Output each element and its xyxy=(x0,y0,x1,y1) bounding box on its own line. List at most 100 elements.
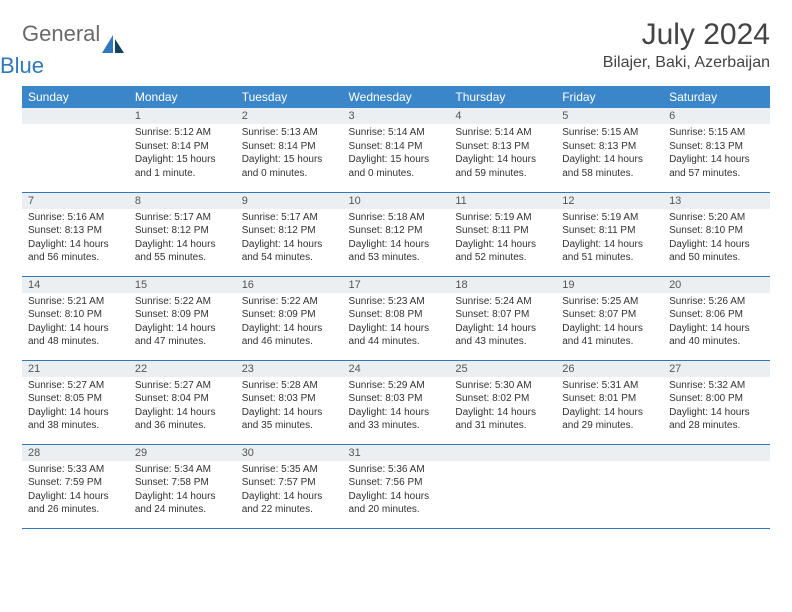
day-number: 1 xyxy=(129,108,236,124)
day-number: 29 xyxy=(129,445,236,461)
cell-line-sr: Sunrise: 5:27 AM xyxy=(28,379,123,393)
cell-line-ss: Sunset: 8:13 PM xyxy=(28,224,123,238)
day-header: Monday xyxy=(129,86,236,108)
cell-line-d1: Daylight: 14 hours xyxy=(349,238,444,252)
cell-line-sr: Sunrise: 5:36 AM xyxy=(349,463,444,477)
cell-line-ss: Sunset: 8:11 PM xyxy=(562,224,657,238)
cell-body: Sunrise: 5:36 AMSunset: 7:56 PMDaylight:… xyxy=(343,461,450,521)
cell-body: Sunrise: 5:32 AMSunset: 8:00 PMDaylight:… xyxy=(663,377,770,437)
brand-word-2: Blue xyxy=(0,56,44,76)
cell-line-sr: Sunrise: 5:15 AM xyxy=(669,126,764,140)
calendar-cell xyxy=(556,444,663,528)
calendar-cell: 14Sunrise: 5:21 AMSunset: 8:10 PMDayligh… xyxy=(22,276,129,360)
cell-body: Sunrise: 5:15 AMSunset: 8:13 PMDaylight:… xyxy=(556,124,663,184)
cell-line-ss: Sunset: 8:13 PM xyxy=(455,140,550,154)
calendar-cell xyxy=(449,444,556,528)
calendar-cell: 9Sunrise: 5:17 AMSunset: 8:12 PMDaylight… xyxy=(236,192,343,276)
cell-line-sr: Sunrise: 5:34 AM xyxy=(135,463,230,477)
calendar-cell: 21Sunrise: 5:27 AMSunset: 8:05 PMDayligh… xyxy=(22,360,129,444)
cell-body: Sunrise: 5:27 AMSunset: 8:05 PMDaylight:… xyxy=(22,377,129,437)
calendar-cell: 11Sunrise: 5:19 AMSunset: 8:11 PMDayligh… xyxy=(449,192,556,276)
cell-line-d2: and 33 minutes. xyxy=(349,419,444,433)
cell-body: Sunrise: 5:22 AMSunset: 8:09 PMDaylight:… xyxy=(129,293,236,353)
cell-body: Sunrise: 5:29 AMSunset: 8:03 PMDaylight:… xyxy=(343,377,450,437)
calendar-cell: 18Sunrise: 5:24 AMSunset: 8:07 PMDayligh… xyxy=(449,276,556,360)
cell-body: Sunrise: 5:22 AMSunset: 8:09 PMDaylight:… xyxy=(236,293,343,353)
day-number xyxy=(22,108,129,124)
cell-line-sr: Sunrise: 5:14 AM xyxy=(349,126,444,140)
cell-line-sr: Sunrise: 5:15 AM xyxy=(562,126,657,140)
cell-line-sr: Sunrise: 5:17 AM xyxy=(135,211,230,225)
cell-body: Sunrise: 5:34 AMSunset: 7:58 PMDaylight:… xyxy=(129,461,236,521)
cell-line-ss: Sunset: 8:00 PM xyxy=(669,392,764,406)
cell-line-ss: Sunset: 8:05 PM xyxy=(28,392,123,406)
cell-body: Sunrise: 5:21 AMSunset: 8:10 PMDaylight:… xyxy=(22,293,129,353)
day-number: 15 xyxy=(129,277,236,293)
day-header: Friday xyxy=(556,86,663,108)
cell-line-d2: and 24 minutes. xyxy=(135,503,230,517)
cell-line-d1: Daylight: 15 hours xyxy=(242,153,337,167)
cell-line-sr: Sunrise: 5:24 AM xyxy=(455,295,550,309)
cell-line-d2: and 20 minutes. xyxy=(349,503,444,517)
cell-line-d1: Daylight: 14 hours xyxy=(242,322,337,336)
cell-line-sr: Sunrise: 5:35 AM xyxy=(242,463,337,477)
cell-line-d2: and 0 minutes. xyxy=(349,167,444,181)
cell-body: Sunrise: 5:28 AMSunset: 8:03 PMDaylight:… xyxy=(236,377,343,437)
calendar-week: 1Sunrise: 5:12 AMSunset: 8:14 PMDaylight… xyxy=(22,108,770,192)
month-title: July 2024 xyxy=(603,18,770,52)
calendar-table: SundayMondayTuesdayWednesdayThursdayFrid… xyxy=(22,86,770,529)
cell-line-d2: and 56 minutes. xyxy=(28,251,123,265)
cell-line-ss: Sunset: 8:08 PM xyxy=(349,308,444,322)
cell-line-sr: Sunrise: 5:18 AM xyxy=(349,211,444,225)
cell-line-ss: Sunset: 8:10 PM xyxy=(28,308,123,322)
calendar-cell xyxy=(22,108,129,192)
cell-body: Sunrise: 5:12 AMSunset: 8:14 PMDaylight:… xyxy=(129,124,236,184)
cell-line-ss: Sunset: 8:13 PM xyxy=(562,140,657,154)
calendar-cell: 25Sunrise: 5:30 AMSunset: 8:02 PMDayligh… xyxy=(449,360,556,444)
cell-line-d1: Daylight: 14 hours xyxy=(562,406,657,420)
day-number: 9 xyxy=(236,193,343,209)
day-number: 28 xyxy=(22,445,129,461)
day-number: 13 xyxy=(663,193,770,209)
cell-line-ss: Sunset: 7:58 PM xyxy=(135,476,230,490)
cell-line-d1: Daylight: 14 hours xyxy=(669,153,764,167)
day-number: 16 xyxy=(236,277,343,293)
header: General Blue July 2024 Bilajer, Baki, Az… xyxy=(22,18,770,72)
cell-line-d2: and 58 minutes. xyxy=(562,167,657,181)
cell-line-sr: Sunrise: 5:26 AM xyxy=(669,295,764,309)
cell-line-d1: Daylight: 14 hours xyxy=(28,490,123,504)
cell-line-sr: Sunrise: 5:16 AM xyxy=(28,211,123,225)
calendar-cell: 24Sunrise: 5:29 AMSunset: 8:03 PMDayligh… xyxy=(343,360,450,444)
cell-line-d1: Daylight: 14 hours xyxy=(135,238,230,252)
cell-line-d1: Daylight: 14 hours xyxy=(135,322,230,336)
cell-line-ss: Sunset: 7:57 PM xyxy=(242,476,337,490)
cell-body: Sunrise: 5:25 AMSunset: 8:07 PMDaylight:… xyxy=(556,293,663,353)
location-text: Bilajer, Baki, Azerbaijan xyxy=(603,54,770,72)
cell-line-d1: Daylight: 15 hours xyxy=(349,153,444,167)
day-header-row: SundayMondayTuesdayWednesdayThursdayFrid… xyxy=(22,86,770,108)
cell-line-sr: Sunrise: 5:20 AM xyxy=(669,211,764,225)
cell-line-ss: Sunset: 8:02 PM xyxy=(455,392,550,406)
calendar-cell: 15Sunrise: 5:22 AMSunset: 8:09 PMDayligh… xyxy=(129,276,236,360)
cell-line-sr: Sunrise: 5:30 AM xyxy=(455,379,550,393)
calendar-cell: 7Sunrise: 5:16 AMSunset: 8:13 PMDaylight… xyxy=(22,192,129,276)
title-block: July 2024 Bilajer, Baki, Azerbaijan xyxy=(603,18,770,72)
cell-line-d1: Daylight: 14 hours xyxy=(349,406,444,420)
cell-line-d1: Daylight: 14 hours xyxy=(562,153,657,167)
cell-line-d2: and 52 minutes. xyxy=(455,251,550,265)
cell-line-d1: Daylight: 14 hours xyxy=(562,322,657,336)
calendar-cell: 8Sunrise: 5:17 AMSunset: 8:12 PMDaylight… xyxy=(129,192,236,276)
day-number: 6 xyxy=(663,108,770,124)
day-header: Tuesday xyxy=(236,86,343,108)
cell-line-ss: Sunset: 8:11 PM xyxy=(455,224,550,238)
cell-line-d2: and 22 minutes. xyxy=(242,503,337,517)
cell-line-d2: and 54 minutes. xyxy=(242,251,337,265)
cell-line-sr: Sunrise: 5:23 AM xyxy=(349,295,444,309)
calendar-cell: 17Sunrise: 5:23 AMSunset: 8:08 PMDayligh… xyxy=(343,276,450,360)
cell-line-d1: Daylight: 14 hours xyxy=(28,322,123,336)
cell-body: Sunrise: 5:14 AMSunset: 8:14 PMDaylight:… xyxy=(343,124,450,184)
cell-line-ss: Sunset: 8:14 PM xyxy=(349,140,444,154)
day-number: 12 xyxy=(556,193,663,209)
calendar-cell: 6Sunrise: 5:15 AMSunset: 8:13 PMDaylight… xyxy=(663,108,770,192)
cell-body: Sunrise: 5:18 AMSunset: 8:12 PMDaylight:… xyxy=(343,209,450,269)
